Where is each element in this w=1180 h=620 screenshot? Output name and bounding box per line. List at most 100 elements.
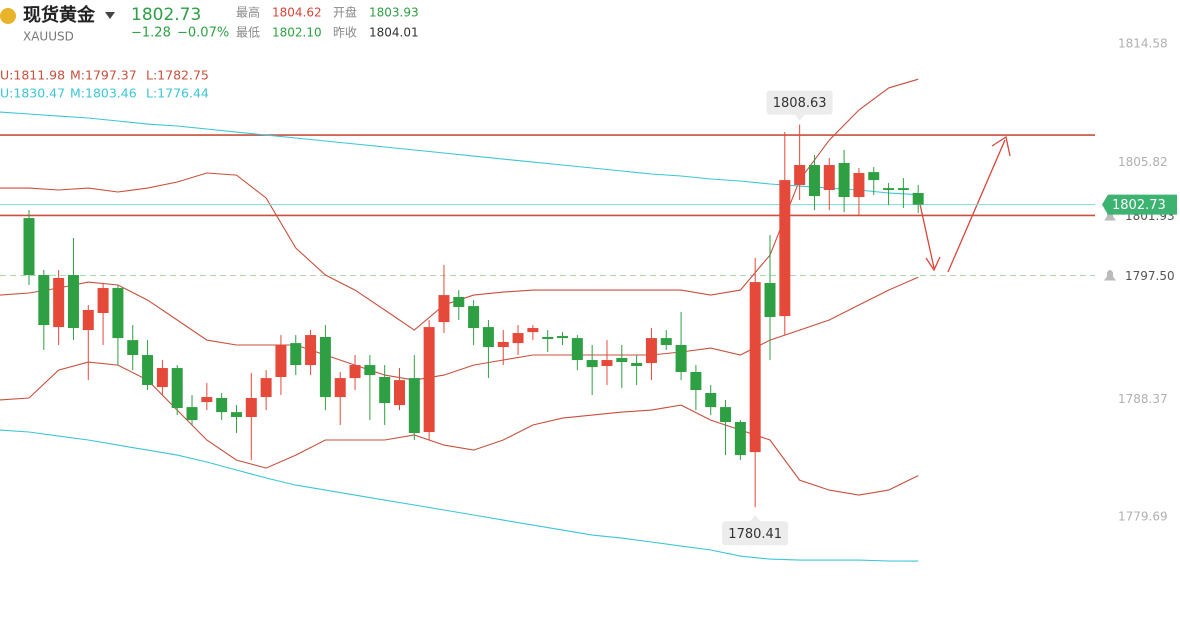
stat-value: 1804.01 — [369, 26, 419, 40]
candle-body — [557, 336, 569, 339]
indicator-legend: L:1776.44 — [146, 86, 209, 101]
candle-body — [38, 275, 50, 326]
callout-pointer — [750, 515, 761, 522]
candle-body — [734, 422, 746, 456]
stat-value: 1802.10 — [272, 26, 322, 40]
candle-body — [349, 365, 361, 379]
candle-body — [808, 165, 820, 197]
symbol-name[interactable]: 现货黄金 — [23, 4, 96, 26]
candle-body — [394, 380, 405, 406]
change-pct: −0.07% — [177, 26, 229, 41]
candle-body — [660, 338, 672, 345]
dropdown-arrow[interactable] — [105, 12, 115, 19]
candle-body — [334, 378, 346, 398]
indicator-line — [0, 276, 919, 381]
candle-body — [171, 368, 183, 409]
candle-body — [868, 172, 880, 181]
candle-body — [764, 283, 776, 318]
candle-body — [260, 378, 272, 398]
stat-label: 最高 — [236, 5, 260, 20]
candle-body — [290, 343, 302, 366]
candle-body — [82, 310, 94, 331]
candle-body — [720, 407, 732, 423]
indicator-legend: U:1811.98 — [0, 68, 65, 83]
candle-body — [364, 365, 376, 376]
candle-body — [601, 360, 613, 367]
indicator-line — [0, 429, 919, 562]
candle-body — [53, 277, 65, 328]
candle-body — [305, 335, 317, 366]
candle-body — [912, 192, 924, 205]
candle-body — [542, 336, 554, 340]
y-tick-label: 1805.82 — [1118, 155, 1168, 169]
level-label: 1797.50 — [1125, 269, 1175, 283]
candle-body — [705, 392, 717, 408]
symbol-code: XAUUSD — [23, 30, 74, 44]
candle-body — [201, 397, 213, 403]
price-tag-label: 1802.73 — [1112, 198, 1166, 213]
callout-label: 1780.41 — [728, 527, 782, 542]
candle-body — [779, 180, 791, 317]
candle-body — [675, 344, 687, 372]
stat-label: 开盘 — [333, 5, 357, 20]
callout-box — [722, 521, 789, 546]
drawn-arrows — [917, 135, 1011, 273]
callout-pointer — [794, 114, 805, 121]
candle-body — [379, 376, 391, 404]
candle-body — [690, 371, 702, 391]
candle-body — [527, 328, 539, 333]
indicator-legend: U:1830.47 — [0, 86, 65, 101]
bell-icon — [1104, 270, 1116, 281]
indicator-line — [0, 361, 919, 496]
candle-body — [216, 398, 228, 413]
candle-body — [838, 163, 850, 198]
indicator-legend: M:1803.46 — [70, 86, 137, 101]
price: 1802.73 — [131, 5, 201, 25]
candle-body — [67, 275, 79, 329]
candle-body — [897, 188, 909, 190]
y-tick-label: 1788.37 — [1118, 392, 1168, 406]
candle-body — [749, 282, 761, 453]
candle-body — [853, 173, 865, 198]
candle-body — [97, 288, 109, 313]
stat-label: 昨收 — [333, 26, 357, 40]
candle-body — [408, 378, 420, 433]
candle-body — [23, 218, 35, 276]
candle-body — [453, 296, 465, 308]
indicator-legend: M:1797.37 — [70, 68, 137, 83]
candle-body — [156, 368, 168, 388]
candle-body — [245, 398, 257, 417]
header: 现货黄金 XAUUSD 1802.73 −1.28 −0.07% — [0, 4, 229, 44]
candle-body — [497, 342, 509, 348]
candle-body — [482, 327, 494, 348]
candle-body — [794, 165, 806, 185]
candle-body — [823, 165, 835, 190]
candle-body — [883, 188, 895, 190]
candle-body — [616, 358, 628, 363]
callout-box — [766, 90, 833, 115]
candle-body — [438, 295, 450, 323]
stat-value: 1803.93 — [369, 6, 419, 20]
candle-body — [230, 412, 242, 417]
y-tick-label: 1814.58 — [1118, 36, 1168, 50]
indicator-legend: L:1782.75 — [146, 68, 209, 83]
candle-body — [586, 360, 598, 368]
stat-label: 最低 — [236, 26, 260, 40]
candle-body — [645, 338, 657, 364]
callout-label: 1808.63 — [773, 96, 827, 111]
symbol-icon — [0, 8, 16, 24]
candle-body — [512, 333, 524, 344]
change: −1.28 — [131, 26, 171, 41]
stat-value: 1804.62 — [272, 6, 322, 20]
candle-body — [275, 344, 287, 377]
y-tick-label: 1779.69 — [1118, 510, 1168, 524]
candle-body — [423, 327, 435, 433]
candle-body — [142, 355, 154, 385]
candle-body — [631, 363, 643, 367]
candle-body — [468, 306, 480, 329]
candle-body — [571, 338, 583, 361]
price-tag — [1102, 194, 1177, 215]
candle-body — [127, 340, 139, 356]
